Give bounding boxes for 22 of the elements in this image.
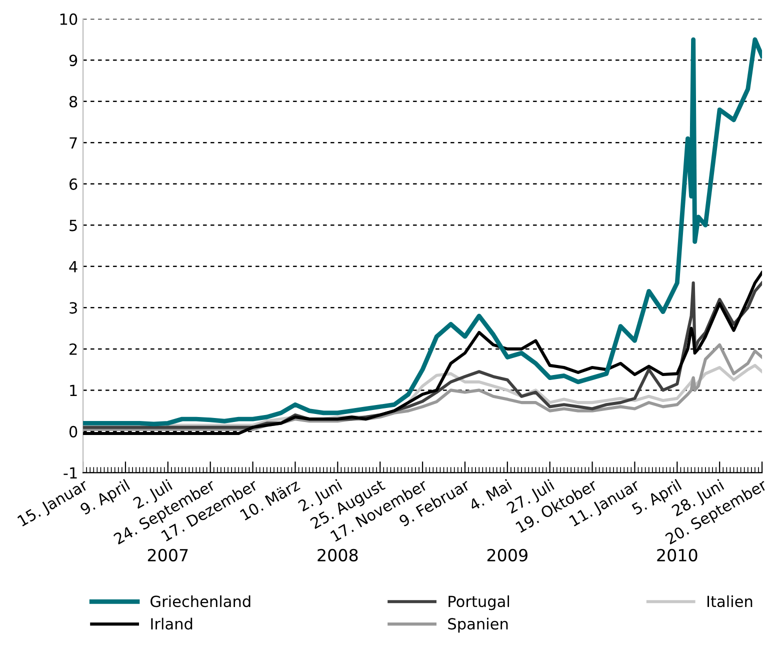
text: 2009 [487, 548, 528, 562]
text: 2008 [318, 548, 358, 562]
legend-label: Irland [151, 618, 192, 630]
y-tick-label: 8 [69, 96, 78, 108]
text: 2007 [148, 548, 188, 562]
y-tick-label: 9 [69, 54, 78, 66]
y-tick-label: 5 [70, 220, 77, 232]
legend-label: Italien [707, 595, 752, 608]
y-tick-label: 7 [70, 137, 77, 148]
legend-label: Portugal [448, 595, 510, 610]
y-tick-label: 2 [70, 343, 77, 355]
legend-label: Griechenland [150, 595, 250, 608]
line-series [83, 37, 762, 426]
y-tick-label: 0 [69, 426, 78, 438]
y-tick-label: 10 [60, 13, 78, 25]
y-tick-label: -1 [64, 467, 77, 479]
y-tick-label: 4 [69, 261, 78, 272]
text: 2010 [657, 548, 698, 562]
legend-label: Spanien [448, 618, 508, 633]
y-tick-label: 3 [70, 302, 77, 314]
y-tick-label: 1 [70, 384, 77, 396]
y-tick-label: 6 [70, 178, 78, 190]
